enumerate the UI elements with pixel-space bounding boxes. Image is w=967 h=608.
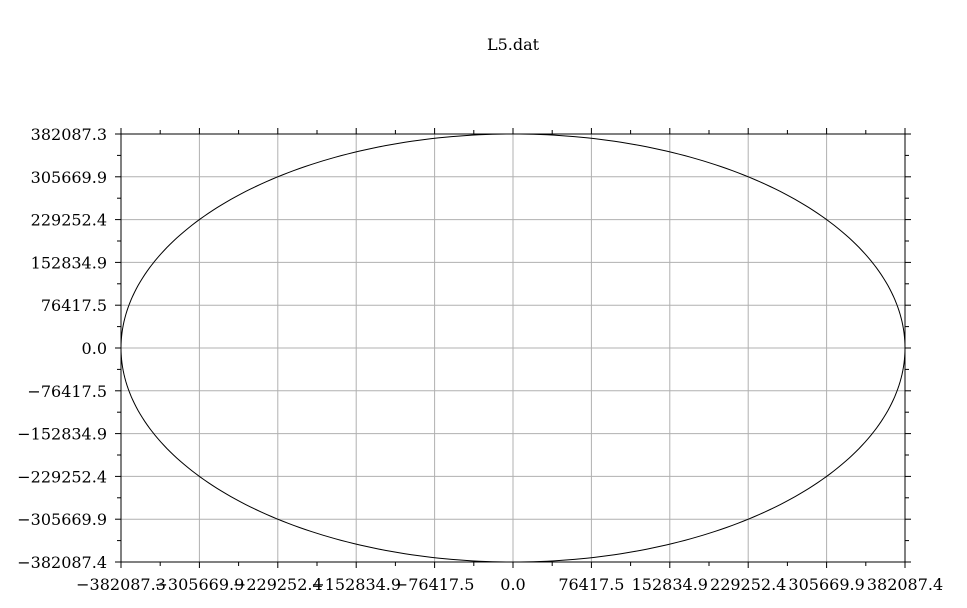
x-tick-labels: −382087.3−305669.9−229252.4−152834.9−764… xyxy=(76,575,943,594)
y-tick-label: −305669.9 xyxy=(17,510,107,529)
tick-marks xyxy=(115,128,911,568)
x-tick-label: −305669.9 xyxy=(155,575,245,594)
x-tick-label: −229252.4 xyxy=(233,575,323,594)
y-tick-label: 76417.5 xyxy=(41,296,107,315)
x-tick-label: 76417.5 xyxy=(558,575,624,594)
grid xyxy=(120,133,906,563)
x-tick-label: −152834.9 xyxy=(311,575,401,594)
y-tick-labels: 382087.3 305669.9 229252.4 152834.9 76417.5 0… xyxy=(17,125,107,572)
y-tick-label: −382087.4 xyxy=(17,553,107,572)
y-tick-label: 152834.9 xyxy=(31,253,107,272)
x-tick-label: −76417.5 xyxy=(395,575,475,594)
x-tick-label: 305669.9 xyxy=(788,575,864,594)
y-tick-label: 0.0 xyxy=(82,339,107,358)
x-tick-label: 382087.4 xyxy=(867,575,943,594)
y-tick-label: 382087.3 xyxy=(31,125,107,144)
y-tick-label: −229252.4 xyxy=(17,467,107,486)
x-tick-label: −382087.3 xyxy=(76,575,166,594)
y-tick-label: −152834.9 xyxy=(17,425,107,444)
y-tick-label: −76417.5 xyxy=(27,382,107,401)
chart-title: L5.dat xyxy=(487,35,540,54)
x-tick-label: 152834.9 xyxy=(632,575,708,594)
y-tick-label: 305669.9 xyxy=(31,168,107,187)
x-tick-label: 0.0 xyxy=(500,575,525,594)
y-tick-label: 229252.4 xyxy=(31,211,107,230)
x-tick-label: 229252.4 xyxy=(710,575,786,594)
